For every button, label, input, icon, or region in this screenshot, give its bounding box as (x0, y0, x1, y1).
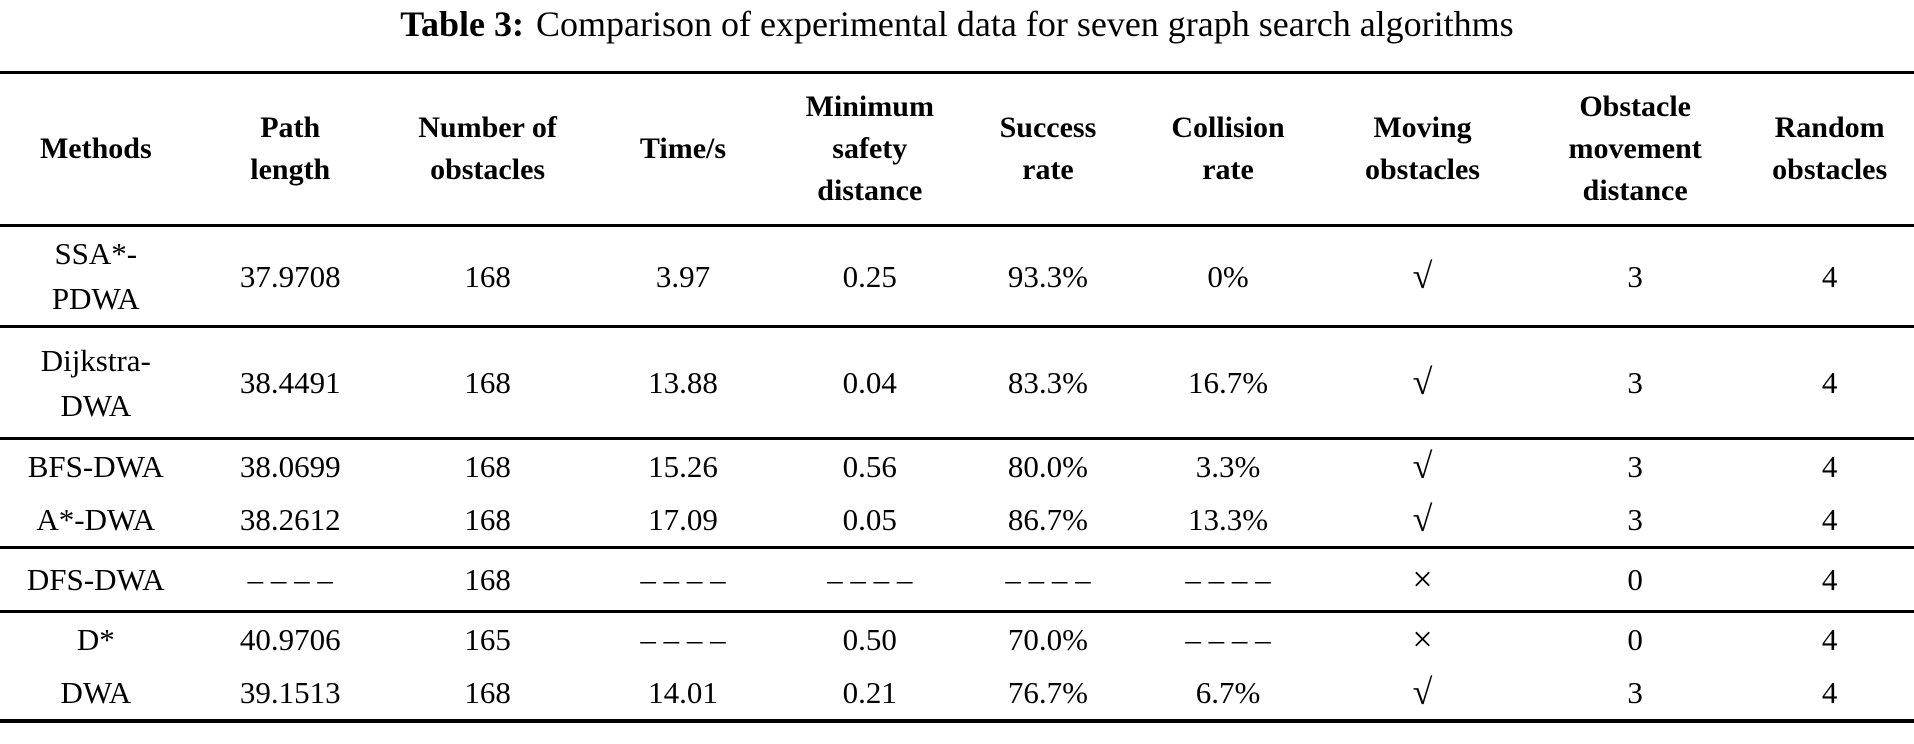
method-cell: Dijkstra- DWA (40, 342, 151, 423)
path-length-cell: 38.4491 (239, 365, 341, 400)
row-group-dfs-dwa: DFS-DWA – – – – 168 – – – – – – – – – – … (0, 548, 1914, 612)
comparison-table: Methods Path length Number of obstacles … (0, 71, 1914, 723)
time-cell: 13.88 (648, 365, 718, 400)
path-length-cell: 40.9706 (239, 622, 341, 658)
obstacle-move-dist-cell: 0 (1627, 622, 1643, 658)
path-length-cell: – – – – (247, 562, 333, 597)
obstacle-move-dist-cell: 3 (1627, 449, 1643, 485)
moving-obstacles-check-cell: √ (1412, 446, 1433, 487)
collision-rate-cell: – – – – (1185, 622, 1271, 658)
collision-rate-cell: 13.3% (1187, 502, 1269, 538)
method-cell: SSA*- PDWA (51, 236, 140, 316)
time-cell: – – – – (640, 562, 726, 597)
obstacle-move-dist-cell: 3 (1627, 258, 1643, 294)
time-cell: 15.26 (648, 449, 718, 485)
obstacles-cell: 165 (464, 622, 511, 658)
method-cell: DWA (60, 675, 132, 710)
success-rate-cell: 76.7% (1007, 675, 1088, 710)
col-header-path-length: Path length (250, 111, 331, 186)
random-obstacles-cell: 4 (1821, 675, 1838, 710)
row-group-ssa-pdwa: SSA*- PDWA 37.9708 168 3.97 0.25 93.3% 0… (0, 226, 1914, 327)
row-group-dijkstra-dwa: Dijkstra- DWA 38.4491 168 13.88 0.04 83.… (0, 327, 1914, 439)
row-group-dstar-dwa: D* 40.9706 165 – – – – 0.50 70.0% – – – … (0, 612, 1914, 721)
collision-rate-cell: 0% (1207, 258, 1249, 294)
min-safety-cell: 0.04 (842, 365, 897, 400)
method-cell: DFS-DWA (26, 562, 165, 597)
success-rate-cell: 86.7% (1007, 502, 1088, 538)
header-row: Methods Path length Number of obstacles … (0, 73, 1914, 226)
obstacle-move-dist-cell: 0 (1627, 562, 1643, 597)
collision-rate-cell: 6.7% (1195, 675, 1261, 710)
moving-obstacles-check-cell: √ (1412, 499, 1433, 540)
collision-rate-cell: 3.3% (1195, 449, 1261, 485)
obstacle-move-dist-cell: 3 (1627, 365, 1643, 400)
table-row-ssa-pdwa: SSA*- PDWA 37.9708 168 3.97 0.25 93.3% 0… (0, 226, 1914, 327)
time-cell: 17.09 (648, 502, 718, 538)
random-obstacles-cell: 4 (1821, 365, 1838, 400)
path-length-cell: 39.1513 (239, 675, 341, 710)
col-header-collision-rate: Collision rate (1171, 111, 1285, 186)
min-safety-cell: 0.56 (842, 449, 897, 485)
obstacles-cell: 168 (464, 365, 511, 400)
min-safety-cell: 0.25 (842, 258, 897, 294)
obstacle-move-dist-cell: 3 (1627, 502, 1643, 538)
min-safety-cell: 0.05 (842, 502, 897, 538)
moving-obstacles-check-cell: √ (1412, 255, 1433, 296)
success-rate-cell: – – – – (1005, 562, 1091, 597)
method-cell: BFS-DWA (27, 449, 164, 485)
table-header: Methods Path length Number of obstacles … (0, 72, 1914, 226)
random-obstacles-cell: 4 (1821, 449, 1838, 485)
random-obstacles-cell: 4 (1821, 258, 1838, 294)
col-header-moving-obstacles: Moving obstacles (1364, 111, 1480, 186)
path-length-cell: 37.9708 (239, 258, 341, 294)
success-rate-cell: 70.0% (1007, 622, 1088, 658)
time-cell: 14.01 (648, 675, 718, 710)
moving-obstacles-cross-cell: × (1412, 559, 1433, 599)
time-cell: – – – – (640, 622, 726, 658)
table-row-dstar: D* 40.9706 165 – – – – 0.50 70.0% – – – … (0, 612, 1914, 667)
random-obstacles-cell: 4 (1821, 502, 1838, 538)
min-safety-cell: – – – – (827, 562, 913, 597)
col-header-random-obstacles: Random obstacles (1772, 111, 1888, 186)
col-header-number-of-obstacles: Number of obstacles (418, 111, 557, 186)
table-caption-label: Table 3: (400, 4, 524, 44)
table-row-astar-dwa: A*-DWA 38.2612 168 17.09 0.05 86.7% 13.3… (0, 494, 1914, 548)
col-header-success-rate: Success rate (999, 111, 1097, 186)
time-cell: 3.97 (655, 258, 711, 294)
collision-rate-cell: 16.7% (1187, 365, 1269, 400)
row-group-bfs-astar: BFS-DWA 38.0699 168 15.26 0.56 80.0% 3.3… (0, 439, 1914, 548)
col-header-obstacle-movement-distance: Obstacle movement distance (1568, 90, 1702, 207)
success-rate-cell: 93.3% (1007, 258, 1088, 294)
obstacles-cell: 168 (464, 562, 511, 597)
moving-obstacles-cross-cell: × (1412, 619, 1433, 660)
random-obstacles-cell: 4 (1821, 562, 1838, 597)
obstacles-cell: 168 (464, 675, 511, 710)
table-row-dfs-dwa: DFS-DWA – – – – 168 – – – – – – – – – – … (0, 548, 1914, 612)
path-length-cell: 38.2612 (239, 502, 341, 538)
table-row-dijkstra-dwa: Dijkstra- DWA 38.4491 168 13.88 0.04 83.… (0, 327, 1914, 439)
table-caption-text: Comparison of experimental data for seve… (536, 4, 1514, 44)
obstacle-move-dist-cell: 3 (1627, 675, 1643, 710)
table-row-bfs-dwa: BFS-DWA 38.0699 168 15.26 0.56 80.0% 3.3… (0, 439, 1914, 494)
obstacles-cell: 168 (464, 258, 511, 294)
col-header-minimum-safety-distance: Minimum safety distance (805, 90, 934, 207)
random-obstacles-cell: 4 (1821, 622, 1838, 658)
method-cell: A*-DWA (36, 502, 156, 538)
obstacles-cell: 168 (464, 502, 511, 538)
col-header-time: Time/s (639, 132, 727, 165)
method-cell: D* (76, 622, 115, 658)
min-safety-cell: 0.21 (842, 675, 897, 710)
moving-obstacles-check-cell: √ (1412, 672, 1433, 712)
table-row-dwa: DWA 39.1513 168 14.01 0.21 76.7% 6.7% √ … (0, 667, 1914, 721)
success-rate-cell: 80.0% (1007, 449, 1088, 485)
moving-obstacles-check-cell: √ (1412, 362, 1433, 402)
min-safety-cell: 0.50 (842, 622, 897, 658)
success-rate-cell: 83.3% (1007, 365, 1088, 400)
path-length-cell: 38.0699 (239, 449, 341, 485)
col-header-methods: Methods (39, 132, 152, 165)
table-caption: Table 3: Comparison of experimental data … (0, 0, 1914, 71)
obstacles-cell: 168 (464, 449, 511, 485)
collision-rate-cell: – – – – (1185, 562, 1271, 597)
